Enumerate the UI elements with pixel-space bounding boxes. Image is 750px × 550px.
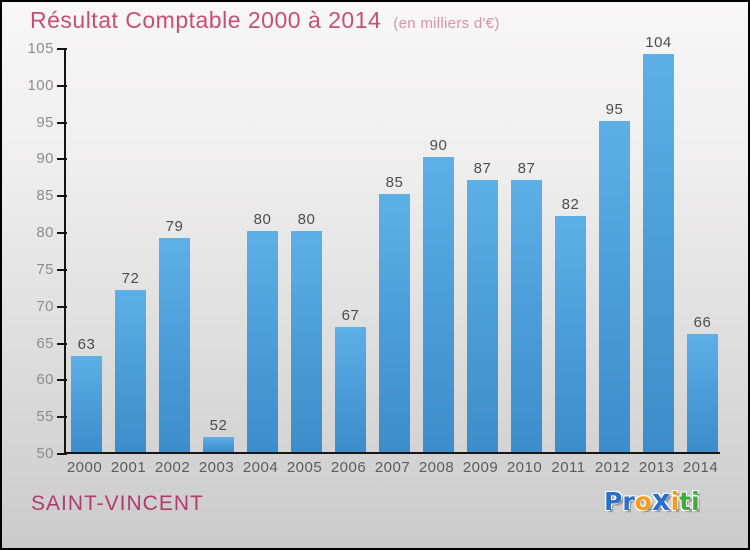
chart-title: Résultat Comptable 2000 à 2014 xyxy=(30,7,382,33)
bar-value-label: 87 xyxy=(517,159,536,177)
bar-value-label: 80 xyxy=(253,211,272,229)
x-axis-label: 2011 xyxy=(551,459,586,476)
bar-2004 xyxy=(247,231,278,452)
bar-value-label: 67 xyxy=(341,306,360,324)
logo-letter: i xyxy=(670,487,680,516)
logo-letter: i xyxy=(691,487,700,516)
x-axis-label: 2012 xyxy=(594,459,631,476)
y-axis-tick xyxy=(57,416,67,419)
y-axis-tick xyxy=(57,195,67,198)
y-axis-tick-label: 100 xyxy=(27,76,54,94)
plot-area: 50 55 60 65 70 75 80 85 90 95 100 105 63 72 79 52 80 80 67… xyxy=(27,34,720,462)
y-axis-tick xyxy=(57,268,67,271)
bar-2011 xyxy=(555,216,586,452)
bar-value-label: 90 xyxy=(429,137,448,155)
bar-2005 xyxy=(291,231,322,452)
y-axis-tick-label: 75 xyxy=(36,260,54,278)
y-axis-tick xyxy=(57,342,67,345)
y-axis-tick xyxy=(57,305,67,308)
y-axis-tick xyxy=(57,232,67,235)
y-axis-tick xyxy=(57,121,67,124)
x-axis-label: 2009 xyxy=(462,459,499,476)
bar-value-label: 66 xyxy=(693,314,712,332)
bar-2010 xyxy=(511,179,542,452)
x-axis-label: 2014 xyxy=(682,459,719,476)
commune-name: SAINT-VINCENT xyxy=(31,492,204,515)
logo-letter: x xyxy=(651,483,671,517)
logo-letter: t xyxy=(679,487,692,516)
bar-value-label: 80 xyxy=(297,211,316,229)
x-axis-labels: 2000 2001 2002 2003 2004 2005 2006 2007 2008 2009… xyxy=(64,459,720,479)
y-axis-tick-label: 60 xyxy=(36,371,54,389)
y-axis-tick xyxy=(57,158,67,161)
x-axis-label: 2001 xyxy=(110,459,147,476)
x-axis-label: 2010 xyxy=(506,459,543,476)
x-axis-label: 2003 xyxy=(198,459,235,476)
bar-2000 xyxy=(71,356,102,452)
chart-subtitle: (en milliers d'€) xyxy=(393,15,500,32)
bar-2006 xyxy=(335,326,366,452)
x-axis-label: 2007 xyxy=(374,459,411,476)
chart-header: Résultat Comptable 2000 à 2014 (en milli… xyxy=(30,7,500,34)
y-axis-tick-label: 90 xyxy=(36,150,54,168)
logo-letter: o xyxy=(634,487,652,516)
bar-2007 xyxy=(379,194,410,452)
bar-2009 xyxy=(467,179,498,452)
bar-value-label: 104 xyxy=(645,34,672,52)
x-axis-label: 2008 xyxy=(418,459,455,476)
x-axis-label: 2005 xyxy=(286,459,323,476)
logo-letter: P xyxy=(604,487,623,516)
proxiti-logo: Proxiti xyxy=(604,483,700,517)
bar-2008 xyxy=(423,157,454,452)
x-axis-label: 2006 xyxy=(330,459,367,476)
x-axis-label: 2013 xyxy=(638,459,675,476)
x-axis-label: 2002 xyxy=(154,459,191,476)
bar-value-label: 87 xyxy=(473,159,492,177)
bar-value-label: 82 xyxy=(561,196,580,214)
bar-2012 xyxy=(599,120,630,452)
y-axis-tick xyxy=(57,453,67,455)
y-axis-tick-label: 95 xyxy=(36,113,54,131)
bar-value-label: 79 xyxy=(165,218,184,236)
bar-value-label: 72 xyxy=(121,270,140,287)
bar-2001 xyxy=(115,290,146,452)
bar-value-label: 63 xyxy=(77,336,96,354)
bar-value-label: 95 xyxy=(605,100,624,118)
bar-2013 xyxy=(643,54,674,452)
bar-2014 xyxy=(687,334,718,452)
bar-2002 xyxy=(159,238,190,452)
x-axis-label: 2004 xyxy=(242,459,279,476)
y-axis-tick-label: 70 xyxy=(36,297,54,315)
y-axis-tick-label: 80 xyxy=(36,224,54,242)
y-axis-tick xyxy=(57,84,67,87)
y-axis-tick-label: 105 xyxy=(27,40,54,57)
bar-2003 xyxy=(203,437,234,452)
y-axis-tick-label: 65 xyxy=(36,334,54,352)
logo-letter: r xyxy=(622,487,635,516)
y-axis-tick-label: 55 xyxy=(36,408,54,426)
x-axis-label: 2000 xyxy=(66,459,103,476)
y-axis-tick xyxy=(57,48,67,50)
y-axis-tick-label: 85 xyxy=(36,187,54,205)
bar-value-label: 85 xyxy=(385,174,404,192)
y-axis-tick xyxy=(57,379,67,382)
y-axis-tick-label: 50 xyxy=(36,445,54,462)
bar-value-label: 52 xyxy=(209,417,228,435)
